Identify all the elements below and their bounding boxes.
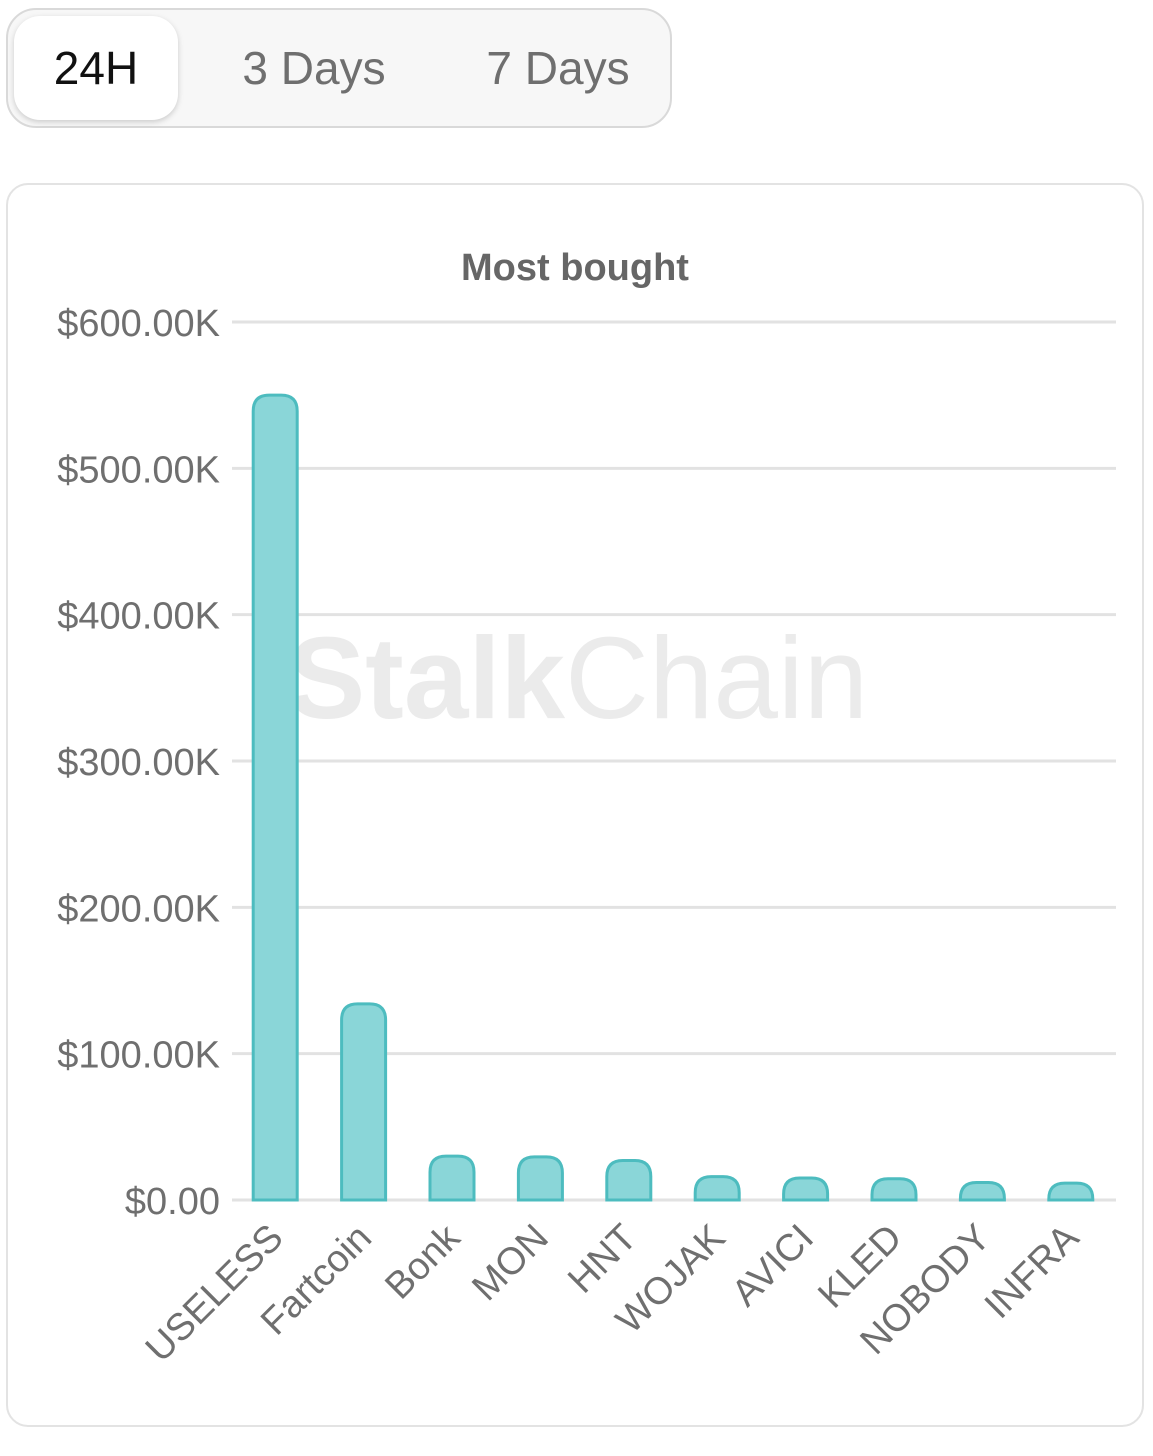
y-tick-label: $400.00K bbox=[57, 596, 220, 638]
x-tick-label: INFRA bbox=[977, 1216, 1088, 1327]
bar-kled[interactable] bbox=[870, 1177, 918, 1202]
bar-bonk[interactable] bbox=[428, 1154, 476, 1202]
y-tick-label: $300.00K bbox=[57, 742, 220, 784]
x-tick-label: USELESS bbox=[138, 1217, 292, 1371]
tab-3-days[interactable]: 3 Days bbox=[242, 42, 386, 94]
watermark: StalkChain bbox=[288, 613, 868, 743]
tab-7-days[interactable]: 7 Days bbox=[486, 42, 630, 94]
bar-infra[interactable] bbox=[1047, 1181, 1095, 1202]
timeframe-selector: 24H 3 Days 7 Days bbox=[6, 8, 672, 128]
x-tick-label: MON bbox=[464, 1217, 556, 1309]
tab-24h[interactable]: 24H bbox=[14, 16, 178, 120]
chart-card bbox=[6, 183, 1144, 1427]
y-tick-label: $100.00K bbox=[57, 1035, 220, 1077]
bar-useless[interactable] bbox=[251, 393, 299, 1202]
bars bbox=[251, 393, 1095, 1202]
bar-hnt[interactable] bbox=[605, 1158, 653, 1202]
bar-avici[interactable] bbox=[782, 1176, 830, 1202]
y-tick-label: $200.00K bbox=[57, 888, 220, 930]
chart-title: Most bought bbox=[461, 247, 689, 289]
y-tick-label: $600.00K bbox=[57, 303, 220, 345]
y-tick-label: $0.00 bbox=[125, 1181, 220, 1223]
watermark-light: Chain bbox=[565, 613, 868, 743]
bar-wojak[interactable] bbox=[693, 1175, 741, 1202]
y-tick-label: $500.00K bbox=[57, 449, 220, 491]
watermark-bold: Stalk bbox=[288, 613, 566, 743]
y-axis-ticks: $0.00 $100.00K $200.00K $300.00K $400.00K $50… bbox=[57, 303, 220, 1223]
x-tick-label: Bonk bbox=[377, 1216, 469, 1308]
bar-fartcoin[interactable] bbox=[340, 1002, 388, 1202]
bar-mon[interactable] bbox=[516, 1155, 564, 1202]
bar-nobody[interactable] bbox=[958, 1180, 1006, 1202]
x-tick-label: AVICI bbox=[724, 1217, 822, 1315]
